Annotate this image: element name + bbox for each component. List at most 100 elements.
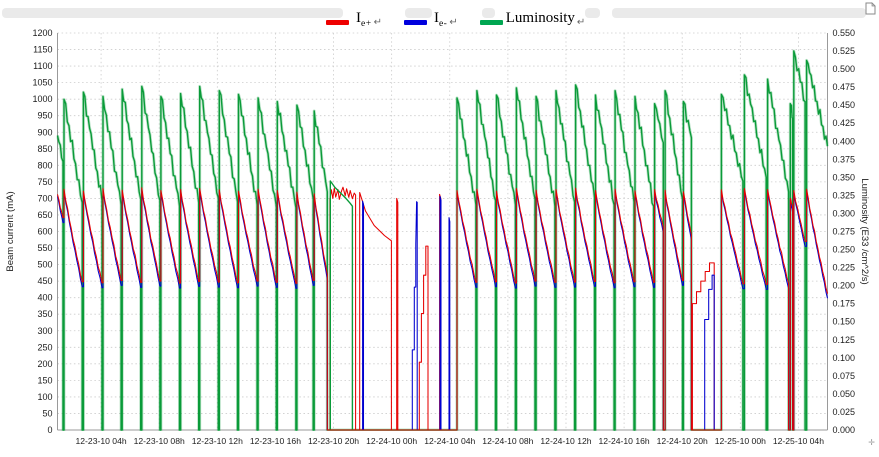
grid: 0 50 100 150 200 250 300 350 400 450 500 550 600 650 7… — [5, 28, 870, 446]
y-left-tick-label: 350 — [37, 309, 52, 319]
series-path — [362, 200, 365, 430]
x-tick-label: 12-24-10 04h — [424, 436, 475, 446]
y-right-tick-label: 0.150 — [833, 317, 856, 327]
y-left-tick-label: 1000 — [32, 94, 52, 104]
y-left-tick-label: 400 — [37, 293, 52, 303]
y-right-tick-label: 0.225 — [833, 263, 856, 273]
y-left-tick-label: 50 — [42, 408, 52, 418]
x-tick-label: 12-23-10 08h — [134, 436, 185, 446]
y-left-tick-label: 200 — [37, 359, 52, 369]
toolbar-ghost-band-right — [612, 8, 866, 18]
y-left-axis-title: Beam current (mA) — [5, 191, 16, 271]
legend-label-luminosity: Luminosity ↵ — [505, 10, 586, 28]
y-right-tick-label: 0.000 — [833, 425, 856, 435]
x-tick-label: 12-24-10 08h — [482, 436, 533, 446]
y-left-tick-label: 900 — [37, 127, 52, 137]
y-right-axis-title: Luminosity (E33 /cm^2/s) — [859, 178, 870, 284]
x-tick-label: 12-23-10 04h — [76, 436, 127, 446]
y-left-tick-label: 850 — [37, 144, 52, 154]
y-left-tick-label: 150 — [37, 375, 52, 385]
series-path — [56, 189, 829, 431]
return-mark-icon: ↵ — [373, 17, 382, 28]
chart-legend: Ie+ ↵ Ie- ↵ Luminosity ↵ — [326, 10, 586, 31]
series-path — [329, 186, 357, 430]
y-right-tick-label: 0.425 — [833, 118, 856, 128]
y-left-tick-label: 650 — [37, 210, 52, 220]
series-path — [56, 187, 829, 431]
page-icon[interactable] — [865, 2, 876, 15]
y-left-tick-label: 1100 — [33, 61, 52, 71]
y-left-tick-label: 450 — [37, 276, 52, 286]
y-right-tick-label: 0.400 — [833, 136, 856, 146]
resize-handle-icon[interactable]: ✛ — [868, 438, 875, 447]
legend-item-ie-plus[interactable]: Ie+ ↵ — [326, 10, 382, 31]
y-right-tick-label: 0.450 — [833, 100, 856, 110]
legend-swatch-ie-plus-icon — [326, 20, 349, 25]
y-right-tick-label: 0.025 — [833, 407, 856, 417]
x-tick-label: 12-23-10 16h — [250, 436, 301, 446]
x-tick-label: 12-23-10 20h — [308, 436, 359, 446]
series-path — [418, 245, 429, 430]
toolbar-ghost-chip-3 — [585, 8, 600, 18]
x-tick-label: 12-24-10 12h — [540, 436, 591, 446]
series-path — [448, 217, 451, 430]
series-path — [396, 197, 399, 430]
toolbar-ghost-band-left — [2, 8, 343, 18]
y-left-tick-label: 800 — [37, 160, 52, 170]
y-right-tick-label: 0.175 — [833, 299, 856, 309]
y-right-tick-label: 0.475 — [833, 82, 856, 92]
y-right-tick-label: 0.275 — [833, 227, 856, 237]
x-tick-label: 12-25-10 00h — [715, 436, 766, 446]
y-right-tick-label: 0.250 — [833, 245, 856, 255]
y-left-tick-label: 0 — [47, 425, 52, 435]
x-tick-label: 12-23-10 12h — [192, 436, 243, 446]
y-right-tick-label: 0.350 — [833, 172, 856, 182]
x-tick-label: 12-24-10 00h — [366, 436, 417, 446]
legend-item-luminosity[interactable]: Luminosity ↵ — [479, 10, 586, 31]
y-right-tick-label: 0.325 — [833, 190, 856, 200]
y-left-tick-label: 300 — [37, 326, 52, 336]
y-left-tick-label: 700 — [37, 193, 52, 203]
x-tick-label: 12-24-10 20h — [657, 436, 708, 446]
y-right-tick-label: 0.075 — [833, 371, 856, 381]
y-right-tick-label: 0.375 — [833, 154, 856, 164]
series-path — [329, 180, 354, 430]
y-left-tick-label: 100 — [37, 392, 52, 402]
y-left-tick-label: 1200 — [32, 28, 52, 38]
y-right-tick-label: 0.100 — [833, 353, 856, 363]
y-left-tick-label: 600 — [37, 227, 52, 237]
y-left-tick-label: 550 — [37, 243, 52, 253]
legend-swatch-ie-minus-icon — [403, 20, 427, 25]
series-path — [691, 262, 715, 430]
toolbar-ghost-chip-2 — [482, 8, 495, 18]
x-tick-label: 12-25-10 04h — [773, 436, 824, 446]
series-path — [704, 274, 715, 430]
y-left-tick-label: 950 — [37, 111, 52, 121]
return-mark-icon: ↵ — [449, 17, 458, 28]
return-mark-icon: ↵ — [576, 17, 586, 28]
y-right-tick-label: 0.550 — [833, 28, 856, 38]
y-left-tick-label: 750 — [37, 177, 52, 187]
legend-label-ie-minus: Ie- ↵ — [433, 10, 458, 29]
legend-item-ie-minus[interactable]: Ie- ↵ — [403, 10, 458, 31]
y-right-tick-label: 0.500 — [833, 64, 856, 74]
series-path — [359, 191, 392, 430]
legend-label-ie-plus: Ie+ ↵ — [356, 10, 382, 29]
y-left-tick-label: 500 — [37, 260, 52, 270]
y-right-tick-label: 0.525 — [833, 46, 856, 56]
x-tick-label: 12-24-10 16h — [599, 436, 650, 446]
series-path — [439, 195, 442, 430]
series-path — [411, 201, 418, 430]
toolbar-ghost-chip-1 — [405, 8, 432, 18]
series-path — [56, 49, 829, 431]
y-right-tick-label: 0.050 — [833, 389, 856, 399]
y-left-tick-label: 1150 — [33, 45, 52, 55]
y-right-tick-label: 0.300 — [833, 208, 856, 218]
series-path — [56, 50, 829, 431]
y-right-tick-label: 0.200 — [833, 281, 856, 291]
y-right-tick-label: 0.125 — [833, 335, 856, 345]
y-left-tick-label: 1050 — [32, 78, 52, 88]
legend-swatch-luminosity-icon — [479, 20, 503, 25]
